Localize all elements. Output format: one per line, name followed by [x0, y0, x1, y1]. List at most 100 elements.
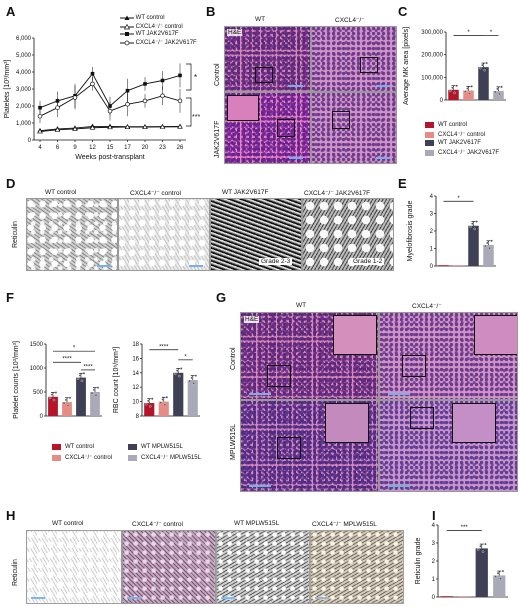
d-col-1: CXCL4⁻/⁻ control: [130, 190, 181, 197]
data-point: [55, 105, 60, 110]
data-point: [499, 577, 502, 580]
data-point: [175, 369, 179, 372]
swatch-c-1: [425, 131, 434, 138]
bar: [493, 90, 504, 100]
data-point: [50, 393, 54, 396]
panel-label-b: B: [206, 4, 216, 19]
legend-f-label-0: WT control: [65, 444, 94, 450]
he-image-g-cxcl4-mpl: [379, 400, 518, 492]
he-image-wt-jak2: [224, 92, 311, 164]
b-col-wt: WT: [255, 16, 266, 23]
legend-f-label-2: WT MPLW515L: [141, 444, 183, 450]
swatch-f-1: [52, 454, 61, 461]
data-point: [125, 88, 130, 93]
y-tick-label: 3,000: [16, 87, 32, 93]
legend-c-label-3: CXCL4⁻/⁻ JAK2V617F: [438, 150, 500, 156]
bar: [173, 372, 184, 416]
d-col-0: WT control: [45, 189, 77, 196]
bar: [448, 89, 459, 100]
sig-label: *: [184, 354, 187, 360]
y-tick-label: 3: [432, 541, 436, 547]
legend-a-label-0: WT control: [135, 15, 165, 21]
g-row-control: Control: [230, 347, 237, 370]
data-point: [163, 403, 167, 407]
data-point: [484, 542, 487, 546]
legend-f-0: WT control: [52, 444, 94, 450]
panel-label-g: G: [216, 290, 227, 305]
data-point: [496, 87, 499, 91]
data-point: [160, 78, 165, 83]
bar: [440, 596, 453, 597]
data-point: [52, 398, 56, 402]
bar: [458, 596, 471, 597]
legend-c-label-0: WT control: [438, 122, 467, 128]
mk-area-bar-chart: 0 100,000 200,000 300,000 Average MK area [p…: [403, 27, 506, 105]
data-point: [76, 377, 80, 380]
bar: [76, 377, 86, 416]
panel-label-e: E: [398, 176, 407, 191]
y-tick-label: 4: [430, 194, 434, 200]
sig-label: ****: [83, 364, 93, 370]
data-point: [78, 374, 82, 377]
reticulin-image-h-cxcl4-mpl: [310, 530, 404, 604]
y-tick-label: 18: [132, 342, 139, 348]
sig-label: ****: [62, 357, 72, 363]
legend-f-3: CXCL4⁻/⁻ MPLW515L: [128, 454, 201, 461]
y-tick-label: 4,000: [16, 70, 32, 76]
x-tick-label: 17: [124, 145, 131, 151]
y-tick-label: 6,000: [16, 36, 32, 42]
data-point: [488, 246, 491, 250]
data-point: [94, 393, 98, 397]
data-point: [484, 244, 487, 248]
data-point: [451, 86, 454, 90]
legend-a-label-2: WT JAK2V617F: [135, 31, 179, 37]
panel-label-i: I: [432, 508, 436, 523]
legend-c-1: CXCL4⁻/⁻ control: [425, 131, 485, 138]
x-tick-label: 20: [142, 145, 149, 151]
data-point: [165, 396, 169, 399]
bar: [463, 90, 474, 100]
data-point: [188, 379, 191, 383]
data-point: [38, 105, 42, 110]
y-tick-label: 3: [430, 212, 434, 218]
x-tick-label: 6: [56, 145, 60, 151]
swatch-c-0: [425, 122, 434, 128]
h-col-3: CXCL4⁻/⁻ MPLW515L: [312, 521, 377, 528]
data-point: [180, 367, 183, 370]
data-point: [494, 575, 497, 578]
data-point: [151, 397, 154, 400]
reticulin-image-h-wt-control: [26, 530, 122, 604]
y-tick-label: 10: [132, 400, 139, 406]
legend-a-3: CXCL4⁻/⁻ JAK2V617F: [120, 39, 197, 46]
panel-label-f: F: [6, 290, 14, 305]
y-tick-label: 1: [430, 247, 434, 253]
sig-a-1: ***: [192, 114, 201, 121]
reticulin-image-h-wt-mpl: [216, 530, 310, 604]
legend-f-1: CXCL4⁻/⁻ control: [52, 454, 112, 461]
bar: [62, 402, 72, 416]
data-point: [455, 84, 458, 87]
y-tick-label: 100,000: [421, 75, 443, 81]
legend-c-label-1: CXCL4⁻/⁻ control: [438, 132, 486, 138]
h-col-1: CXCL4⁻/⁻ control: [132, 521, 183, 528]
reticulin-image-cxcl4-jak2: Grade 1-2: [302, 198, 394, 271]
data-point: [89, 124, 96, 130]
data-point: [177, 123, 183, 129]
sig-label: *: [457, 196, 460, 202]
y-tick-label: 1: [432, 577, 436, 583]
y-tick-label: 0: [432, 595, 436, 601]
data-point: [485, 61, 488, 65]
data-point: [161, 398, 164, 401]
he-image-cxcl4-control: [311, 26, 397, 92]
data-point: [473, 227, 476, 231]
sig-label: *: [490, 30, 493, 36]
data-point: [479, 66, 482, 70]
data-point: [107, 124, 113, 130]
legend-c-0: WT control: [425, 122, 467, 128]
d-col-3: CXCL4⁻/⁻ JAK2V617F: [304, 190, 371, 197]
grade-label-cxcl4-jak2: Grade 1-2: [351, 258, 385, 265]
legend-c-2: WT JAK2V617F: [425, 140, 481, 146]
data-point: [481, 63, 484, 67]
bar: [453, 265, 464, 266]
